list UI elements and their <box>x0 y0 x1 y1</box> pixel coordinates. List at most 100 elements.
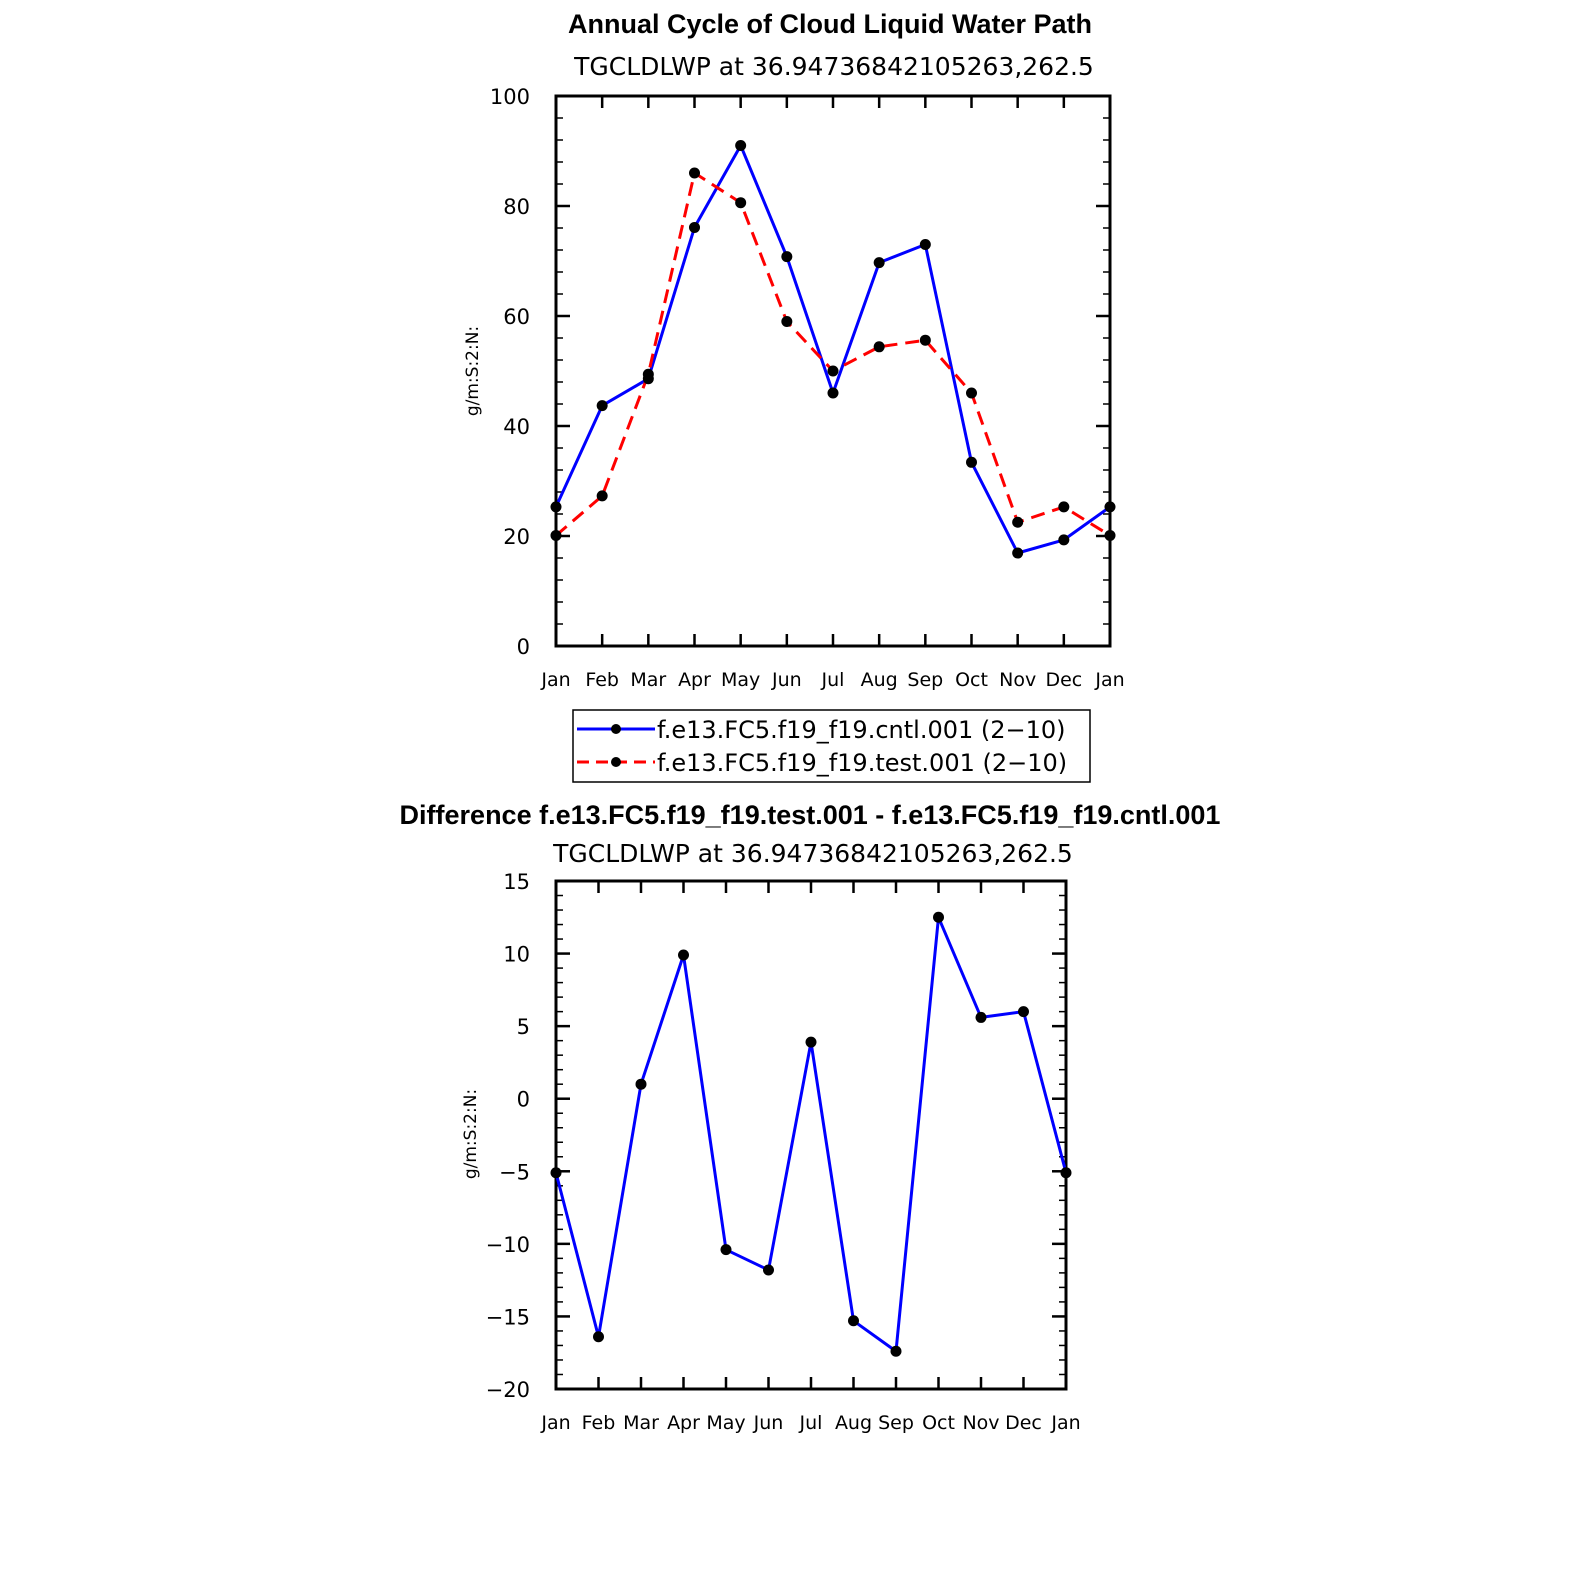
data-point <box>763 1264 774 1276</box>
y-axis-title: g/m:S:2:N: <box>463 326 483 416</box>
x-tick-label: Dec <box>1045 669 1082 691</box>
x-tick-label: Sep <box>907 669 943 691</box>
chart-title: Difference f.e13.FC5.f19_f19.test.001 - … <box>400 800 1221 830</box>
x-tick-label: Feb <box>582 1412 616 1434</box>
y-tick-label: 0 <box>517 1088 530 1112</box>
x-tick-label: Jan <box>540 1412 570 1434</box>
legend-box <box>572 709 1091 783</box>
legend-label-cntl: f.e13.FC5.f19_f19.cntl.001 (2−10) <box>657 716 1066 744</box>
y-tick-label: −15 <box>486 1305 530 1329</box>
x-tick-label: Apr <box>667 1412 700 1434</box>
data-point <box>975 1011 987 1023</box>
x-tick-label: Aug <box>835 1412 872 1434</box>
series-line <box>555 171 1111 537</box>
x-tick-label: Jul <box>799 1412 823 1434</box>
data-point <box>848 1315 859 1327</box>
data-point <box>735 140 747 151</box>
x-tick-label: Mar <box>623 1412 659 1434</box>
chart-subtitle: TGCLDLWP at 36.94736842105263,262.5 <box>552 839 1073 868</box>
legend-marker-cntl <box>611 724 621 734</box>
data-point <box>689 167 700 179</box>
axes: Jan Feb Mar Apr May Jun Jul Aug Sep Oct Nov Dec Jan−… <box>486 870 1081 1434</box>
data-point <box>1012 547 1024 559</box>
x-tick-label: Mar <box>630 669 666 691</box>
series-line <box>554 144 1111 555</box>
data-point <box>550 501 562 513</box>
data-point <box>1060 1167 1072 1179</box>
y-tick-label: 10 <box>503 943 530 967</box>
data-point <box>890 1345 902 1357</box>
data-point <box>1018 1006 1029 1018</box>
data-point <box>827 365 839 377</box>
data-point <box>873 257 885 269</box>
y-tick-label: 20 <box>503 525 530 549</box>
x-tick-label: Jun <box>771 669 802 691</box>
data-point <box>919 334 931 346</box>
annual-cycle-chart: Annual Cycle of Cloud Liquid Water Path … <box>463 9 1125 783</box>
data-point <box>1012 516 1024 528</box>
data-point <box>805 1036 817 1048</box>
data-point <box>966 456 977 468</box>
y-tick-label: −5 <box>499 1160 530 1184</box>
y-tick-label: 80 <box>503 195 530 219</box>
data-point <box>678 949 689 961</box>
difference-chart: Difference f.e13.FC5.f19_f19.test.001 - … <box>400 800 1221 1434</box>
y-tick-label: 60 <box>503 305 530 329</box>
y-tick-label: −20 <box>486 1378 530 1402</box>
plot-area <box>550 140 1116 559</box>
data-point <box>593 1331 604 1343</box>
x-tick-label: Dec <box>1005 1412 1042 1434</box>
x-tick-label: Apr <box>678 669 711 691</box>
data-point <box>1058 534 1070 546</box>
x-tick-label: Aug <box>861 669 898 691</box>
data-point <box>781 251 793 263</box>
series-line <box>554 915 1068 1353</box>
y-tick-label: 100 <box>490 85 530 109</box>
x-tick-label: Jul <box>821 669 845 691</box>
legend-marker-test <box>611 757 621 767</box>
plot-area <box>550 911 1072 1357</box>
data-point <box>1104 501 1116 513</box>
data-point <box>827 387 839 399</box>
data-point <box>720 1244 732 1256</box>
data-point <box>1104 529 1116 541</box>
x-tick-label: May <box>706 1412 745 1434</box>
x-tick-label: May <box>721 669 760 691</box>
x-tick-label: Nov <box>999 669 1036 691</box>
y-tick-label: 5 <box>517 1015 530 1039</box>
x-tick-label: Jan <box>1094 669 1124 691</box>
x-tick-label: Oct <box>922 1412 955 1434</box>
axes: Jan Feb Mar Apr May Jun Jul Aug Sep Oct Nov Dec Jan 0… <box>490 85 1125 691</box>
data-point <box>873 341 885 353</box>
data-point <box>933 911 944 923</box>
data-point <box>550 1167 562 1179</box>
legend: f.e13.FC5.f19_f19.cntl.001 (2−10) f.e13.… <box>572 709 1091 783</box>
data-point <box>1058 501 1070 513</box>
data-point <box>781 316 793 327</box>
data-point <box>596 400 608 412</box>
y-tick-label: −10 <box>486 1233 530 1257</box>
chart-subtitle: TGCLDLWP at 36.94736842105263,262.5 <box>573 52 1094 81</box>
data-point <box>642 368 654 380</box>
x-tick-label: Jan <box>540 669 570 691</box>
y-axis-title: g/m:S:2:N: <box>461 1089 481 1179</box>
data-point <box>635 1078 647 1090</box>
y-tick-label: 15 <box>503 870 530 894</box>
data-point <box>919 239 931 250</box>
x-tick-label: Sep <box>878 1412 914 1434</box>
data-point <box>689 221 700 233</box>
x-tick-label: Jun <box>753 1412 784 1434</box>
y-tick-label: 40 <box>503 415 530 439</box>
data-point <box>550 529 562 541</box>
data-point <box>966 387 977 399</box>
x-tick-label: Feb <box>585 669 619 691</box>
legend-label-test: f.e13.FC5.f19_f19.test.001 (2−10) <box>657 749 1067 777</box>
x-tick-label: Jan <box>1050 1412 1080 1434</box>
chart-title: Annual Cycle of Cloud Liquid Water Path <box>568 9 1092 39</box>
x-tick-label: Oct <box>955 669 988 691</box>
data-point <box>735 197 747 209</box>
data-point <box>596 490 608 502</box>
y-tick-label: 0 <box>517 635 530 659</box>
x-tick-label: Nov <box>962 1412 999 1434</box>
